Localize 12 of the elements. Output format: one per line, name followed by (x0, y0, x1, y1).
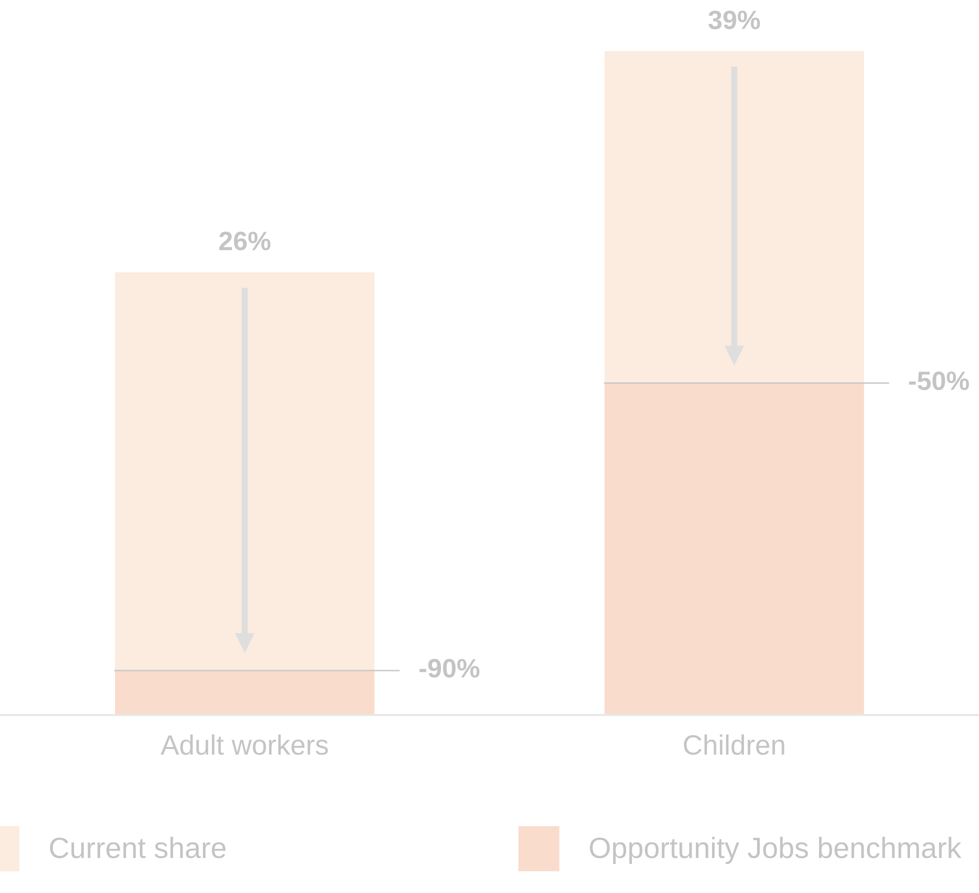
bar (604, 51, 864, 384)
annotation: -90% (420, 658, 480, 678)
annotation: 26% (219, 232, 270, 250)
x-tick-label: Children (684, 734, 784, 755)
bar (604, 383, 864, 715)
text: 39% (708, 10, 760, 30)
legend-label: Current share (50, 836, 226, 858)
x-tick-label: Adult workers (160, 734, 328, 755)
bar (115, 670, 374, 715)
annotation: -50% (909, 371, 969, 390)
legend-label: Opportunity Jobs benchmark (590, 836, 962, 864)
bar (115, 272, 374, 671)
